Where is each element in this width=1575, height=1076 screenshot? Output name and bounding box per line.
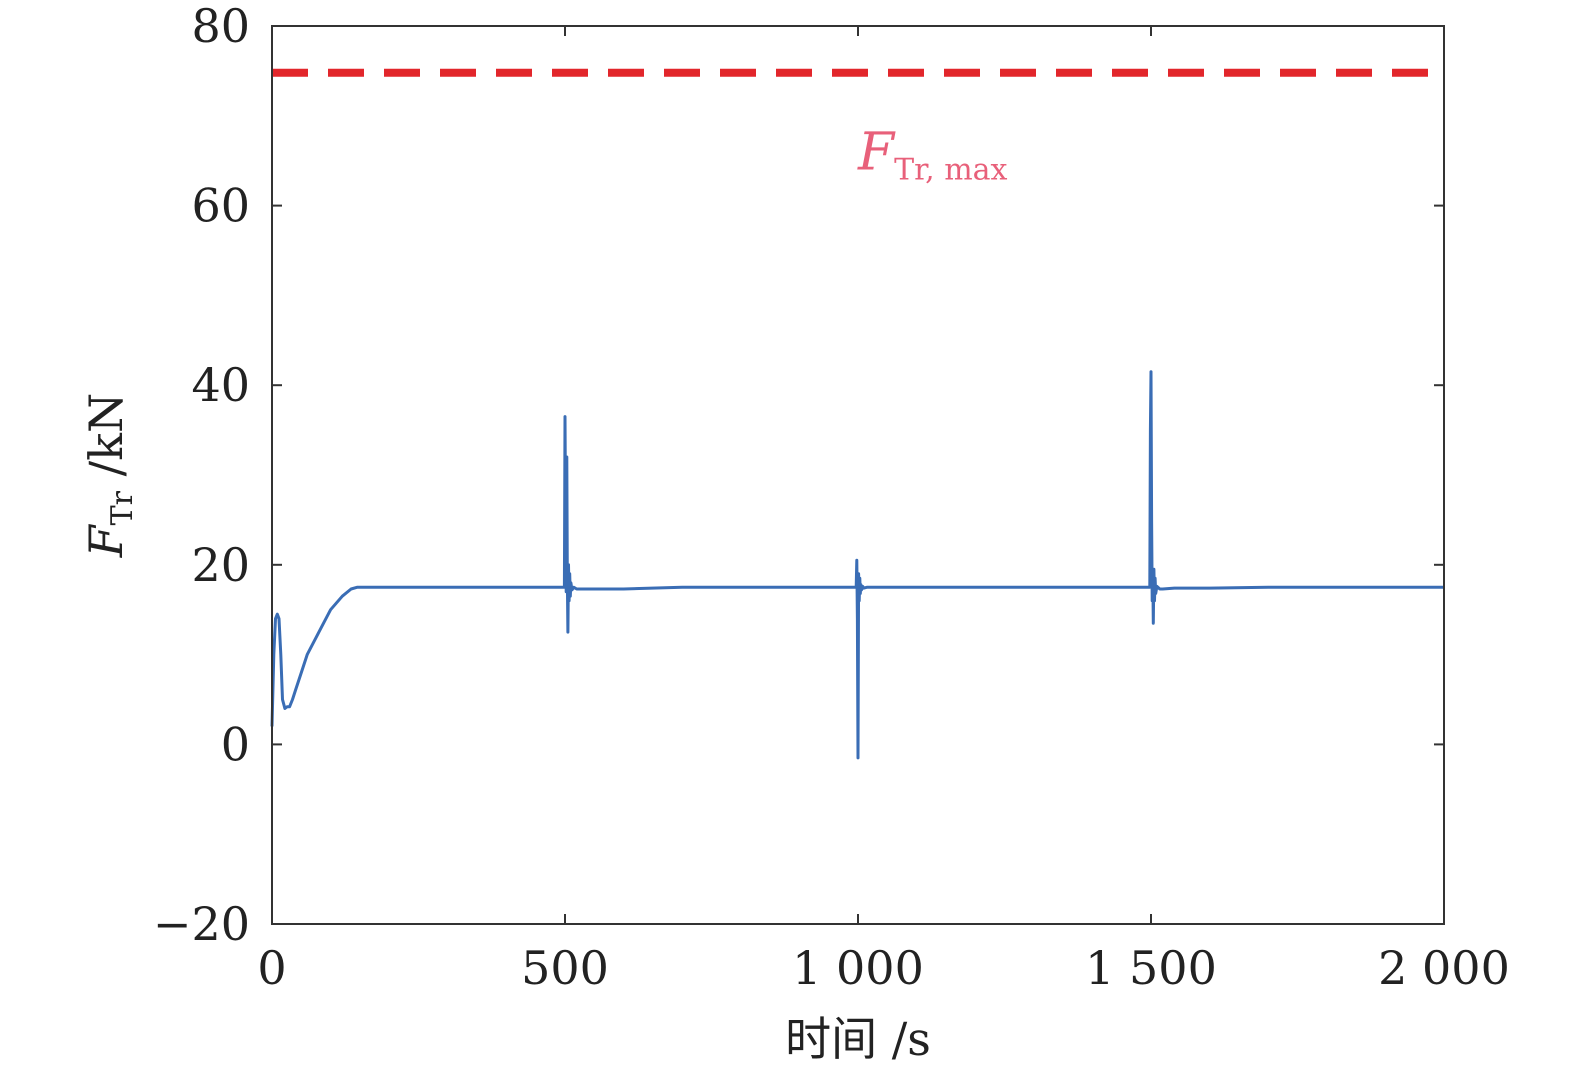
- x-tick-label: 2 000: [1378, 941, 1510, 995]
- y-axis-label: FTr /kN: [79, 393, 140, 559]
- x-tick-label: 1 500: [1085, 941, 1217, 995]
- y-axis-label-unit: /kN: [79, 393, 133, 491]
- x-tick-label: 0: [257, 941, 286, 995]
- y-tick-label: 80: [191, 0, 250, 53]
- y-axis-label-sub: Tr: [105, 490, 140, 525]
- y-tick-label: 60: [191, 179, 250, 233]
- y-tick-label: −20: [153, 897, 250, 951]
- plot-series: [270, 68, 1444, 760]
- x-tick-label: 500: [521, 941, 609, 995]
- force-series-line: [270, 370, 1444, 760]
- y-tick-label: 20: [191, 538, 250, 592]
- y-tick-label: 0: [221, 717, 250, 771]
- x-axis-label: 时间 /s: [785, 1012, 931, 1066]
- max-force-annotation: FTr, max: [857, 123, 1008, 188]
- x-tick-label: 1 000: [792, 941, 924, 995]
- annotation-sub: Tr, max: [894, 153, 1007, 188]
- annotation-main: F: [857, 123, 896, 183]
- axis-ticks: [271, 25, 1445, 925]
- y-axis-label-main: F: [79, 523, 133, 558]
- y-tick-label: 40: [191, 358, 250, 412]
